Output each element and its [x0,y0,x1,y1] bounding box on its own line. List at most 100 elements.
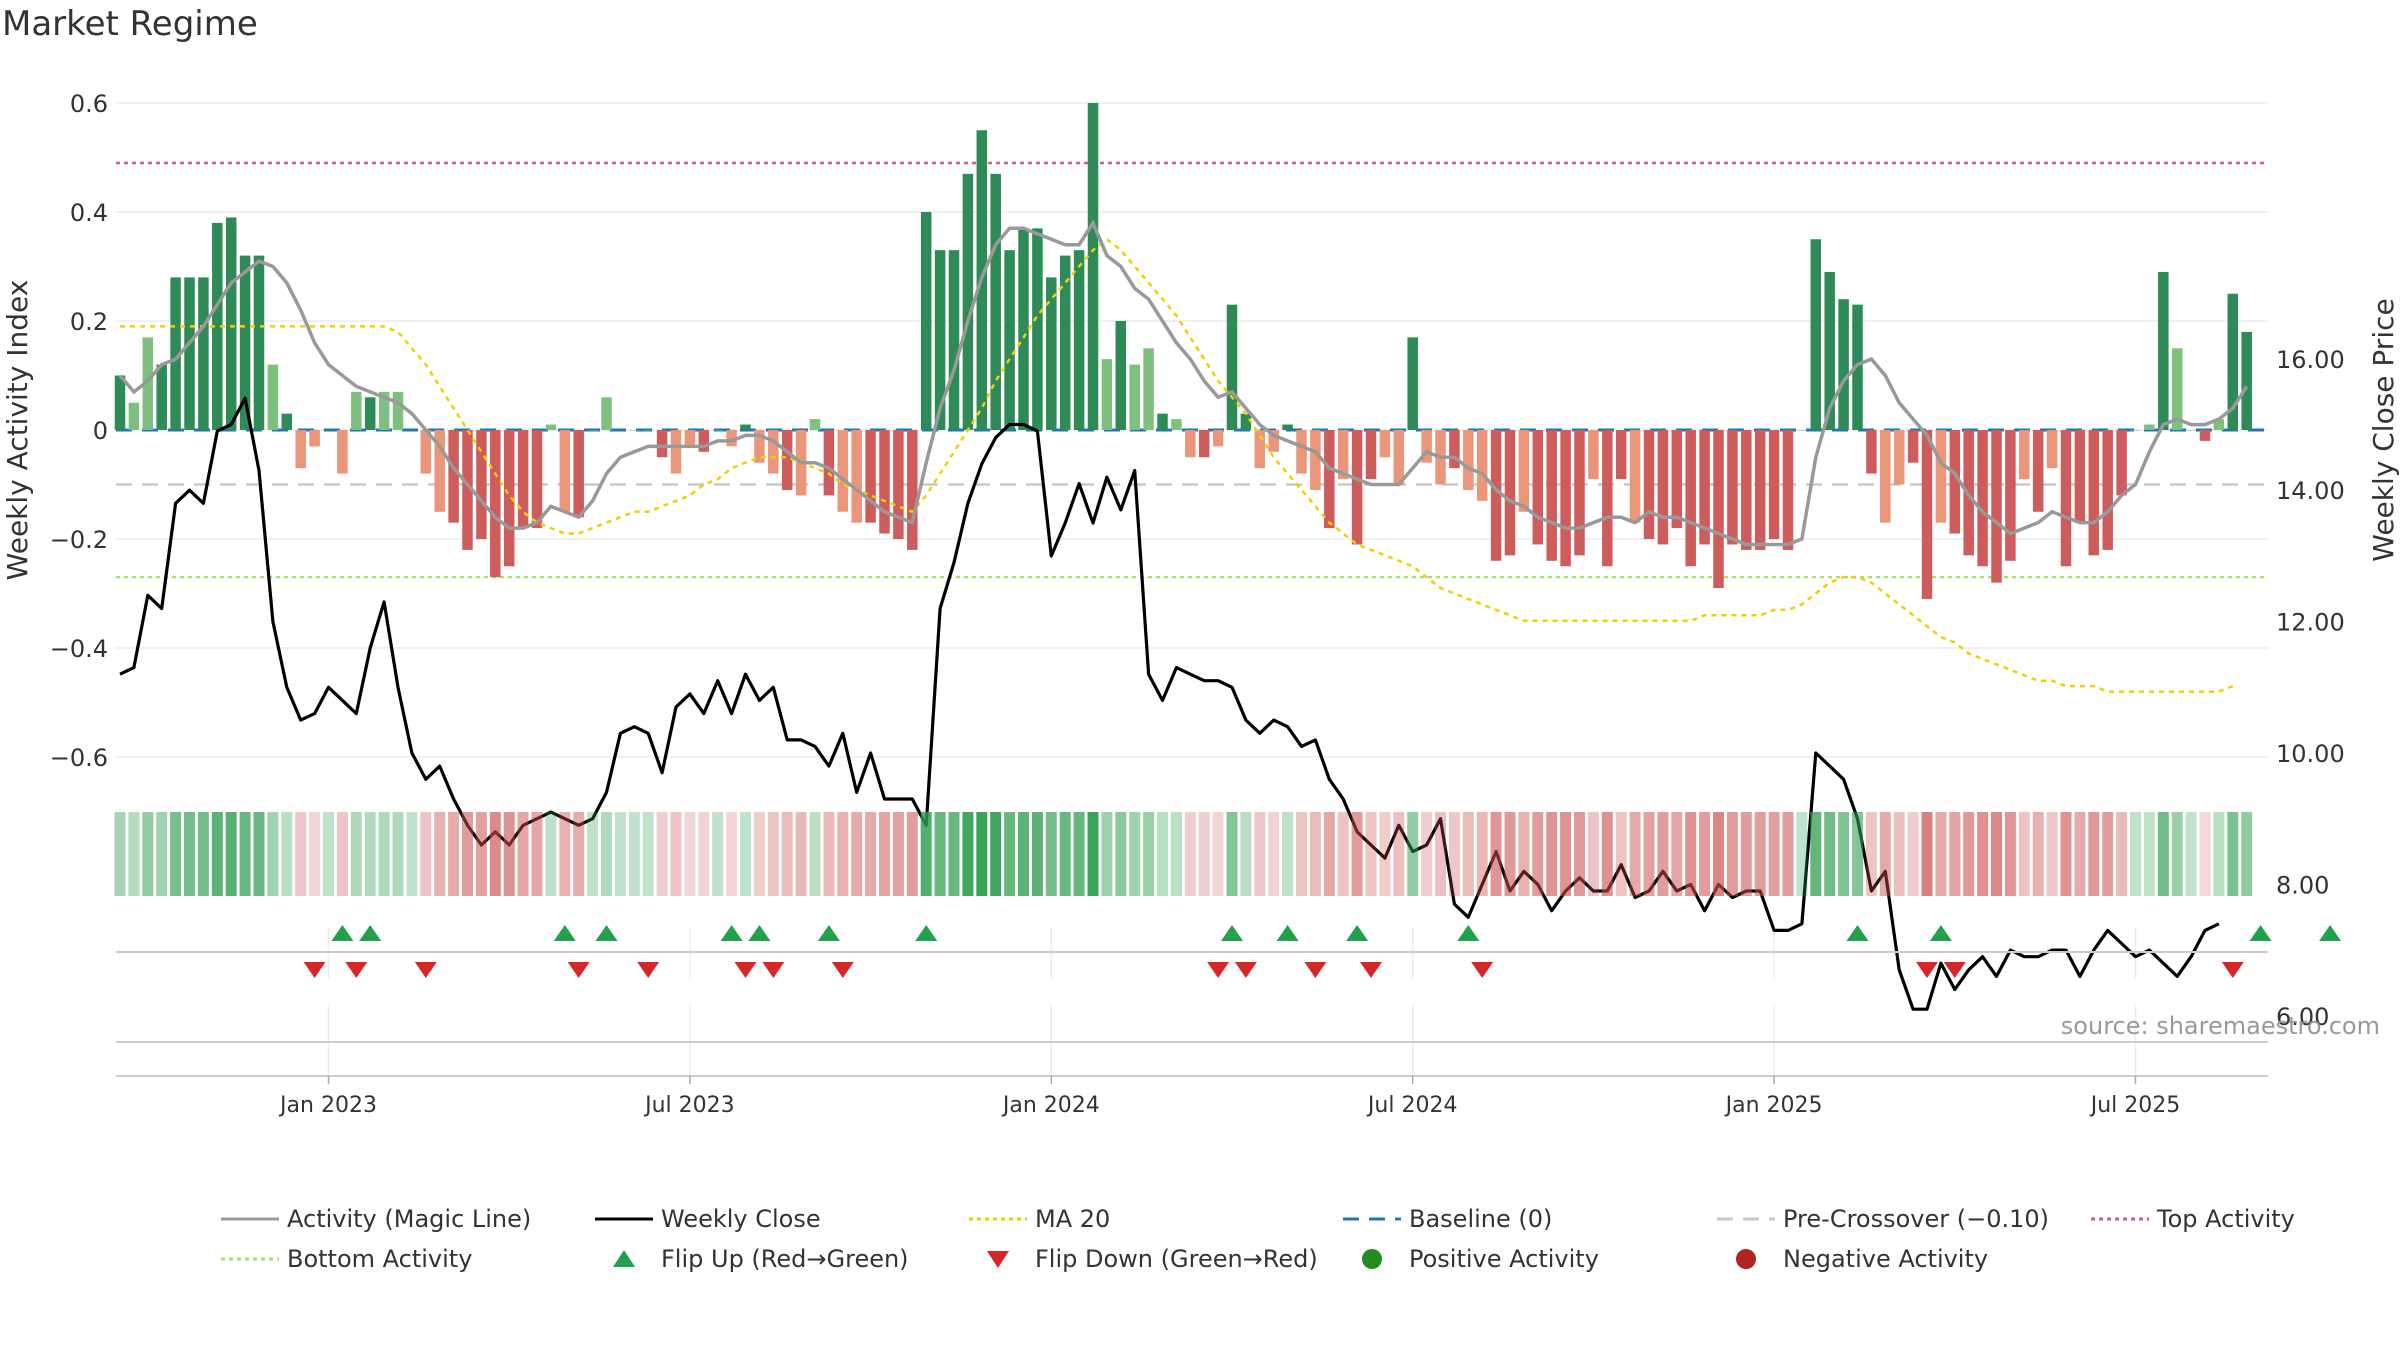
activity-bar [1977,430,1988,567]
activity-bar [1991,430,2002,583]
regime-strip-cell [1768,812,1780,896]
right-tick-label: 8.00 [2276,871,2329,899]
regime-strip-cell [1031,812,1043,896]
regime-strip-cell [628,812,640,896]
activity-bar [629,430,640,431]
activity-bar [1824,271,1835,430]
regime-strip-cell [128,812,140,896]
activity-bar [601,397,612,430]
regime-strip-cell [1045,812,1057,896]
activity-bar [2060,430,2072,567]
regime-strip-cell [1838,812,1850,896]
activity-bar [2116,430,2127,496]
regime-strip-cell [1323,812,1335,896]
regime-strip-cell [892,812,904,896]
regime-strip-cell [1379,812,1391,896]
regime-strip-cell [517,812,529,896]
regime-strip-cell [2032,812,2044,896]
regime-strip-cell [211,812,223,896]
magic-line-swatch-icon [221,1217,279,1221]
activity-bar [2088,430,2100,556]
activity-bar [781,430,793,490]
regime-strip-cell [1337,812,1349,896]
activity-bars [114,103,2252,599]
regime-strip-cell [239,812,251,896]
regime-strip-cell [1546,812,1558,896]
activity-bar [1310,430,1321,490]
flip-up-marker [2319,925,2342,941]
activity-bar [740,424,751,430]
regime-strip-cell [1254,812,1266,896]
flip-markers [116,925,2342,978]
activity-bar [1198,430,1210,458]
pre-crossover-swatch-icon [1717,1217,1775,1221]
activity-bar [1476,430,1488,501]
activity-bar [1643,430,1655,539]
activity-bar [170,277,181,430]
legend-label: Negative Activity [1783,1245,1989,1273]
activity-bar [184,277,195,430]
legend-item-bottom-activity: Bottom Activity [215,1245,589,1273]
regime-strip-cell [1421,812,1433,896]
activity-bar [1032,228,1043,430]
regime-strip-cell [253,812,265,896]
regime-strip-cell [1296,812,1307,896]
x-tick-label: Jan 2023 [278,1093,377,1118]
activity-bar [1351,430,1363,545]
regime-strip-cell [323,812,334,896]
regime-strip-cell [1240,812,1252,896]
regime-strip-cell [851,812,863,896]
activity-bar [337,430,348,474]
regime-strip-cell [1073,812,1085,896]
activity-bar [907,430,918,550]
activity-bar [1129,364,1140,430]
activity-bar [462,430,473,550]
regime-strip-cell [906,812,918,896]
legend-label: Top Activity [2157,1205,2295,1233]
right-tick-label: 12.00 [2276,609,2345,637]
left-tick-label: 0.2 [70,308,108,336]
activity-bar [920,212,932,430]
activity-bar [1741,430,1752,550]
regime-strip-cell [2004,812,2016,896]
flip-up-marker [1221,925,1243,941]
regime-strip-cell [670,812,682,896]
regime-strip-cell [1629,812,1641,896]
activity-bar [2102,430,2113,550]
flip-up-marker [1929,925,1952,941]
circle-green-icon [1362,1249,1382,1269]
activity-bar [1059,255,1071,430]
legend-label: Positive Activity [1409,1245,1599,1273]
bottom-activity-swatch-icon [221,1257,279,1261]
ma20-swatch-icon [969,1217,1027,1221]
activity-bar [1615,430,1627,480]
regime-strip-cell [503,812,515,896]
activity-bar [420,430,432,474]
regime-strip-cell [2046,812,2058,896]
regime-strip-cell [1601,812,1613,896]
regime-strip-cell [795,812,807,896]
regime-strip-cell [684,812,696,896]
regime-strip-cell [545,812,557,896]
legend-item-ma20: MA 20 [963,1205,1337,1233]
regime-strip-cell [1490,812,1502,896]
activity-bar [2005,430,2016,561]
regime-strip-cell [1574,812,1585,896]
regime-strip-cell [2199,812,2211,896]
activity-bar [295,430,306,469]
regime-strip-cell [1407,812,1419,896]
regime-strip-cell [1643,812,1655,896]
flip-up-marker [553,925,576,941]
regime-strip-cell [587,812,599,896]
activity-bar [893,430,904,539]
regime-strip-cell [712,812,724,896]
activity-bar [559,430,571,512]
activity-bar [1337,430,1349,480]
activity-bar [1171,419,1182,430]
regime-strip-cell [781,812,793,896]
regime-strip-cell [879,812,890,896]
regime-strip-cell [1560,812,1572,896]
activity-bar [364,397,376,430]
regime-strip-cell [740,812,751,896]
regime-strip-cell [1226,812,1238,896]
